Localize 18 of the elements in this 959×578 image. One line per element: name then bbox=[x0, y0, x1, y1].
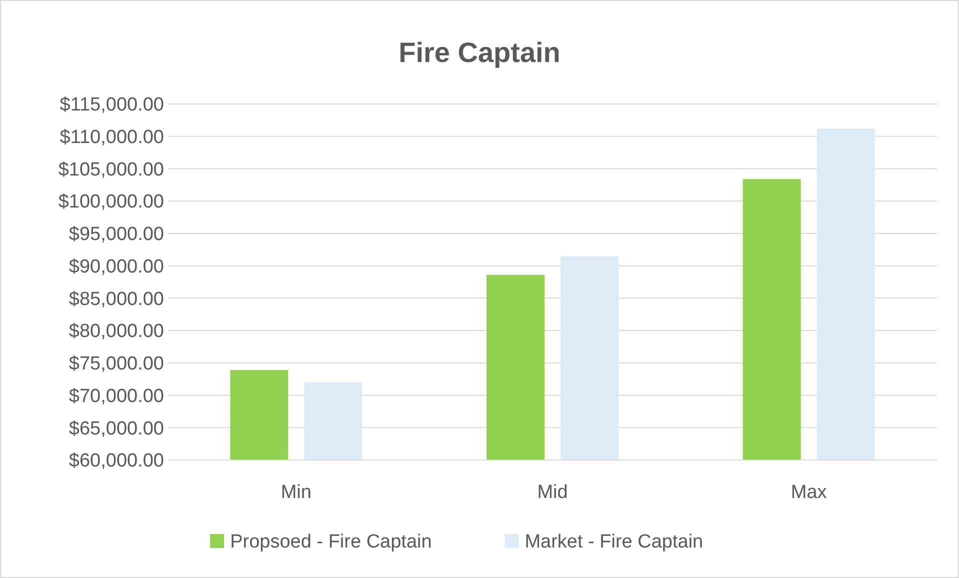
x-tick-label: Mid bbox=[537, 482, 568, 503]
y-tick-label: $100,000.00 bbox=[58, 192, 164, 213]
y-tick-label: $115,000.00 bbox=[60, 94, 164, 116]
y-tick-label: $90,000.00 bbox=[68, 256, 164, 278]
y-tick-label: $70,000.00 bbox=[68, 386, 164, 407]
chart-title: Fire Captain bbox=[398, 37, 560, 68]
y-tick-label: $110,000.00 bbox=[60, 127, 164, 148]
y-tick-label: $105,000.00 bbox=[58, 159, 164, 180]
x-tick-label: Min bbox=[280, 482, 312, 503]
legend-label: Market - Fire Captain bbox=[524, 532, 704, 553]
legend-label: Propsoed - Fire Captain bbox=[230, 532, 432, 553]
y-tick-label: $75,000.00 bbox=[68, 354, 164, 375]
x-tick-label: Max bbox=[790, 482, 828, 503]
y-tick-label: $65,000.00 bbox=[68, 418, 164, 440]
y-tick-label: $85,000.00 bbox=[68, 288, 164, 310]
y-tick-label: $80,000.00 bbox=[68, 321, 164, 342]
y-tick-label: $95,000.00 bbox=[68, 224, 164, 246]
y-tick-label: $60,000.00 bbox=[68, 450, 164, 472]
